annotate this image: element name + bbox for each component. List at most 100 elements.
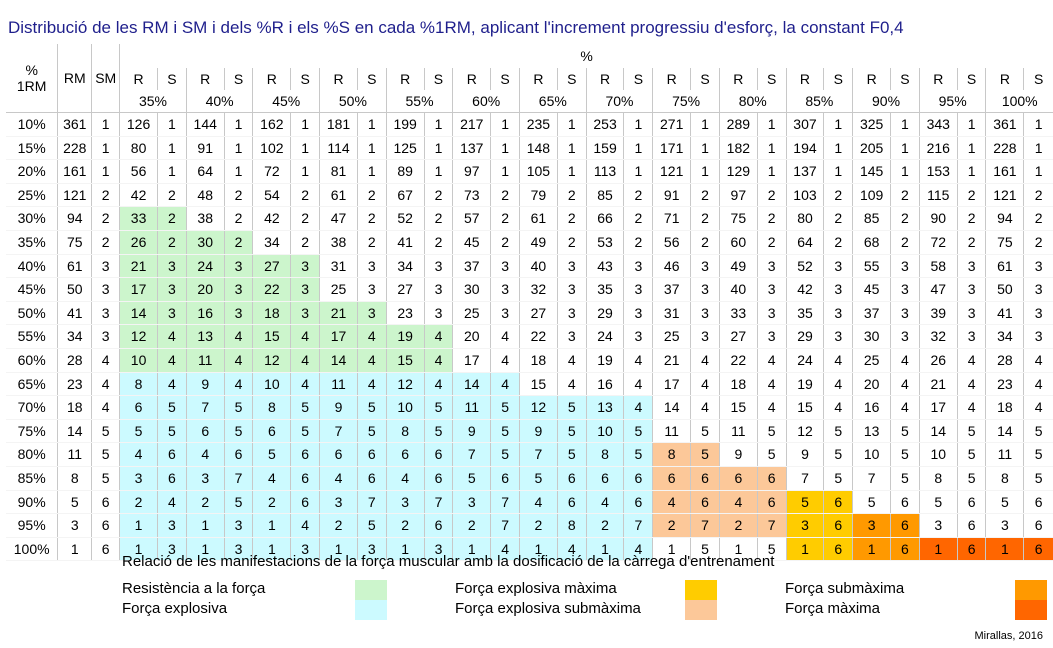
cell-r: 22 bbox=[718, 348, 758, 373]
cell-s: 5 bbox=[823, 419, 853, 444]
cell-r: 144 bbox=[185, 112, 225, 137]
cell-s: 2 bbox=[223, 230, 253, 255]
cell-s: 1 bbox=[756, 136, 787, 161]
cell-r: 5 bbox=[452, 466, 491, 491]
cell-s: 5 bbox=[490, 442, 520, 467]
cell-s: 4 bbox=[290, 348, 320, 373]
cell-r: 4 bbox=[252, 466, 291, 491]
cell-s: 2 bbox=[890, 206, 920, 231]
cell-r: 235 bbox=[519, 112, 558, 137]
cell-s: 4 bbox=[490, 348, 520, 373]
legend-label-submaxima: Força submàxima bbox=[785, 580, 905, 597]
cell-r: 7 bbox=[852, 466, 891, 491]
header-s: S bbox=[823, 68, 853, 90]
cell-r: 9 bbox=[785, 442, 824, 467]
cell-r: 1 bbox=[385, 537, 425, 562]
cell-r: 2 bbox=[185, 490, 225, 515]
row-rm: 361 bbox=[57, 112, 92, 137]
cell-s: 4 bbox=[823, 372, 853, 397]
header-s: S bbox=[157, 68, 187, 90]
cell-r: 18 bbox=[985, 395, 1024, 420]
cell-r: 52 bbox=[385, 206, 425, 231]
cell-s: 4 bbox=[890, 372, 920, 397]
cell-r: 19 bbox=[585, 348, 624, 373]
row-pct: 20% bbox=[6, 159, 58, 184]
cell-s: 7 bbox=[690, 513, 720, 538]
cell-r: 6 bbox=[718, 466, 758, 491]
cell-r: 7 bbox=[319, 419, 358, 444]
cell-s: 5 bbox=[490, 419, 520, 444]
cell-s: 3 bbox=[223, 254, 253, 279]
cell-s: 4 bbox=[157, 490, 187, 515]
cell-s: 3 bbox=[157, 537, 187, 562]
header-group-70: 70% bbox=[585, 90, 653, 113]
cell-s: 2 bbox=[623, 183, 653, 208]
row-sm: 2 bbox=[91, 183, 120, 208]
cell-r: 12 bbox=[785, 419, 824, 444]
row-pct: 65% bbox=[6, 372, 58, 397]
cell-s: 3 bbox=[490, 254, 520, 279]
cell-r: 271 bbox=[652, 112, 691, 137]
cell-s: 6 bbox=[956, 513, 986, 538]
cell-r: 40 bbox=[718, 277, 758, 302]
cell-s: 3 bbox=[756, 301, 787, 326]
cell-s: 2 bbox=[290, 206, 320, 231]
cell-r: 109 bbox=[852, 183, 891, 208]
cell-r: 24 bbox=[785, 348, 824, 373]
cell-r: 125 bbox=[385, 136, 425, 161]
cell-s: 6 bbox=[756, 466, 787, 491]
cell-r: 205 bbox=[852, 136, 891, 161]
cell-r: 11 bbox=[185, 348, 225, 373]
cell-r: 194 bbox=[785, 136, 824, 161]
cell-s: 3 bbox=[823, 324, 853, 349]
cell-s: 2 bbox=[890, 230, 920, 255]
cell-s: 5 bbox=[223, 419, 253, 444]
table-row: 25% 121 2 42 2 48 2 54 2 61 2 67 2 73 2 79 2 85 2 91 2 97 2 103… bbox=[6, 183, 1053, 208]
cell-s: 3 bbox=[423, 537, 453, 562]
cell-r: 39 bbox=[918, 301, 958, 326]
cell-r: 13 bbox=[185, 324, 225, 349]
cell-s: 2 bbox=[823, 206, 853, 231]
cell-r: 6 bbox=[319, 442, 358, 467]
cell-r: 2 bbox=[119, 490, 158, 515]
cell-r: 32 bbox=[918, 324, 958, 349]
cell-r: 16 bbox=[185, 301, 225, 326]
cell-s: 4 bbox=[890, 395, 920, 420]
cell-s: 3 bbox=[956, 324, 986, 349]
row-sm: 3 bbox=[91, 324, 120, 349]
cell-r: 64 bbox=[785, 230, 824, 255]
header-r: R bbox=[385, 68, 425, 90]
cell-s: 3 bbox=[890, 277, 920, 302]
row-sm: 6 bbox=[91, 513, 120, 538]
cell-s: 4 bbox=[823, 395, 853, 420]
cell-r: 17 bbox=[319, 324, 358, 349]
cell-r: 145 bbox=[852, 159, 891, 184]
cell-s: 2 bbox=[690, 230, 720, 255]
cell-r: 2 bbox=[585, 513, 624, 538]
cell-r: 21 bbox=[652, 348, 691, 373]
row-rm: 94 bbox=[57, 206, 92, 231]
cell-s: 6 bbox=[157, 442, 187, 467]
header-rm: RM bbox=[57, 44, 92, 113]
row-pct: 35% bbox=[6, 230, 58, 255]
cell-r: 17 bbox=[119, 277, 158, 302]
cell-r: 253 bbox=[585, 112, 624, 137]
cell-s: 5 bbox=[157, 395, 187, 420]
cell-s: 3 bbox=[423, 277, 453, 302]
cell-r: 13 bbox=[585, 395, 624, 420]
cell-s: 2 bbox=[690, 183, 720, 208]
cell-r: 31 bbox=[652, 301, 691, 326]
cell-s: 1 bbox=[423, 136, 453, 161]
cell-r: 1 bbox=[452, 537, 491, 562]
cell-s: 4 bbox=[556, 537, 587, 562]
cell-r: 6 bbox=[385, 442, 425, 467]
header-r: R bbox=[918, 68, 958, 90]
cell-r: 153 bbox=[918, 159, 958, 184]
cell-r: 4 bbox=[319, 466, 358, 491]
cell-r: 1 bbox=[918, 537, 958, 562]
table-row: 100% 1 6 1 3 1 3 1 3 1 3 1 3 1 4 1 4 1 4 1 5 1 5 1 6 1 6 1 6 1 6 bbox=[6, 537, 1053, 562]
cell-s: 6 bbox=[356, 466, 387, 491]
cell-r: 289 bbox=[718, 112, 758, 137]
cell-s: 1 bbox=[956, 112, 986, 137]
row-rm: 121 bbox=[57, 183, 92, 208]
